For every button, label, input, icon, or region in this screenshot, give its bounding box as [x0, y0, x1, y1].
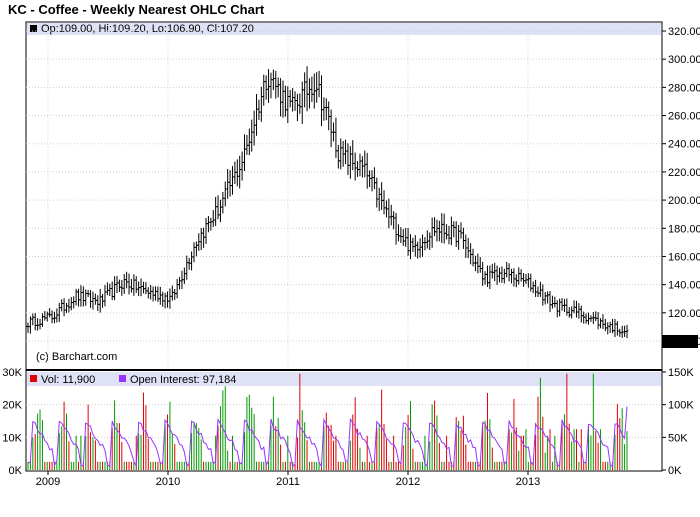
volume-tick-label: 30K	[2, 367, 22, 379]
x-tick-label: 2009	[36, 476, 60, 488]
volume-tick-label: 0K	[9, 465, 23, 477]
price-tick-label: 160.00	[668, 251, 700, 263]
x-tick-label: 2011	[276, 476, 300, 488]
price-tick-label: 240.00	[668, 139, 700, 151]
oi-tick-label: 150K	[668, 367, 694, 379]
oi-legend: Open Interest: 97,184	[130, 374, 236, 386]
x-axis: 2009 2010 2011 2012 2013	[36, 471, 540, 488]
price-legend: Op:109.00, Hi:109.20, Lo:106.90, Cl:107.…	[41, 23, 254, 35]
volume-tick-label: 10K	[2, 432, 22, 444]
price-tick-label: 260.00	[668, 111, 700, 123]
price-tick-label: 140.00	[668, 280, 700, 292]
oi-tick-label: 0K	[668, 465, 682, 477]
x-tick-label: 2010	[156, 476, 180, 488]
x-tick-label: 2013	[516, 476, 540, 488]
oi-tick-label: 100K	[668, 400, 694, 412]
price-tick-label: 180.00	[668, 223, 700, 235]
open-interest-axis-right: 150K 100K 50K 0K	[662, 367, 694, 477]
volume-bars	[27, 373, 628, 470]
vol-legend-swatch	[30, 375, 37, 382]
price-legend-band	[27, 23, 661, 35]
chart-title: KC - Coffee - Weekly Nearest OHLC Chart	[8, 2, 265, 17]
price-legend-swatch	[30, 25, 37, 32]
oi-tick-label: 50K	[668, 432, 688, 444]
price-tick-label: 120.00	[668, 308, 700, 320]
price-axis: 320.00 300.00 280.00 260.00 240.00 220.00 200.…	[662, 26, 700, 348]
ohlc-bar	[625, 324, 629, 339]
volume-axis-left: 30K 20K 10K 0K	[2, 367, 22, 477]
price-tick-label: 300.00	[668, 54, 700, 66]
price-tick-label: 220.00	[668, 167, 700, 179]
copyright-text: (c) Barchart.com	[36, 351, 117, 363]
price-panel	[25, 21, 663, 371]
vol-legend: Vol: 11,900	[41, 374, 95, 386]
last-price-label: 107.20	[664, 336, 698, 348]
volume-gridlines	[26, 404, 662, 438]
price-tick-label: 320.00	[668, 26, 700, 38]
oi-legend-swatch	[119, 375, 126, 382]
price-bars	[26, 66, 629, 339]
last-price-box	[662, 335, 698, 348]
price-gridlines	[26, 30, 662, 342]
price-tick-label: 280.00	[668, 82, 700, 94]
volume-legend-band	[27, 372, 661, 386]
open-interest-line	[27, 406, 628, 469]
volume-tick-label: 20K	[2, 400, 22, 412]
price-tick-label: 200.00	[668, 195, 700, 207]
x-tick-label: 2012	[396, 476, 420, 488]
